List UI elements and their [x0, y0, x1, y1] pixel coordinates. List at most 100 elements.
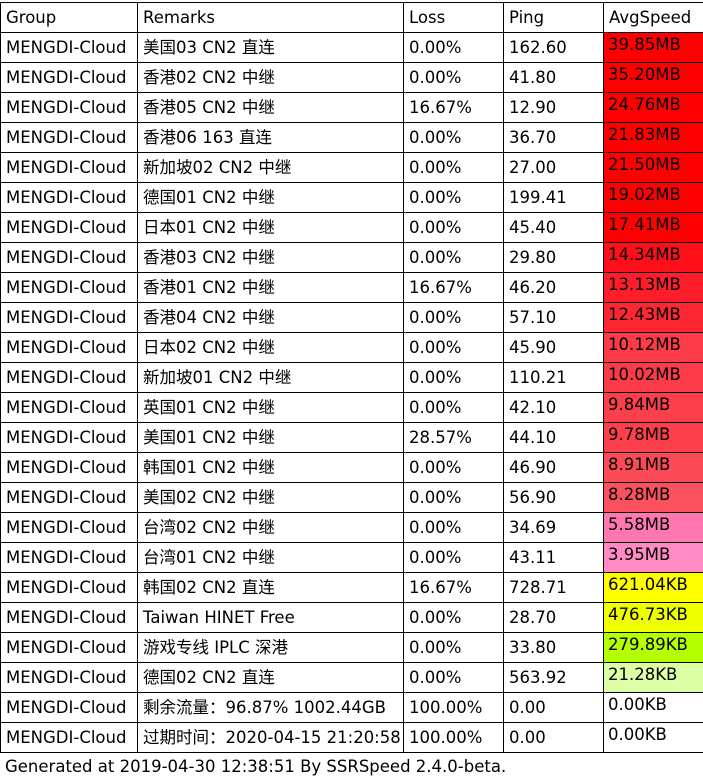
group-cell: MENGDI-Cloud — [0, 152, 138, 183]
avgspeed-cell: 19.02MB — [603, 182, 703, 213]
remarks-cell: Taiwan HINET Free — [137, 602, 404, 633]
remarks-cell: 德国01 CN2 中继 — [137, 182, 404, 213]
group-cell: MENGDI-Cloud — [0, 182, 138, 213]
loss-cell: 0.00% — [403, 242, 504, 273]
avgspeed-cell: 35.20MB — [603, 62, 703, 93]
remarks-cell: 韩国02 CN2 直连 — [137, 572, 404, 603]
table-row: MENGDI-Cloud 韩国02 CN2 直连 16.67% 728.71 621.0… — [0, 572, 703, 603]
loss-cell: 16.67% — [403, 272, 504, 303]
ping-cell: 110.21 — [503, 362, 604, 393]
header-row: Group Remarks Loss Ping AvgSpeed — [0, 2, 703, 33]
group-cell: MENGDI-Cloud — [0, 632, 138, 663]
remarks-cell: 日本01 CN2 中继 — [137, 212, 404, 243]
avgspeed-cell: 5.58MB — [603, 512, 703, 543]
ping-cell: 0.00 — [503, 692, 604, 723]
group-cell: MENGDI-Cloud — [0, 242, 138, 273]
group-cell: MENGDI-Cloud — [0, 602, 138, 633]
avgspeed-cell: 17.41MB — [603, 212, 703, 243]
ping-cell: 43.11 — [503, 542, 604, 573]
remarks-cell: 日本02 CN2 中继 — [137, 332, 404, 363]
avgspeed-cell: 12.43MB — [603, 302, 703, 333]
group-cell: MENGDI-Cloud — [0, 62, 138, 93]
table-row: MENGDI-Cloud 英国01 CN2 中继 0.00% 42.10 9.84MB — [0, 392, 703, 423]
ping-cell: 36.70 — [503, 122, 604, 153]
table-row: MENGDI-Cloud 台湾02 CN2 中继 0.00% 34.69 5.58MB — [0, 512, 703, 543]
loss-cell: 0.00% — [403, 542, 504, 573]
avgspeed-cell: 0.00KB — [603, 692, 703, 723]
header-group: Group — [0, 2, 138, 33]
remarks-cell: 香港05 CN2 中继 — [137, 92, 404, 123]
remarks-cell: 剩余流量：96.87% 1002.44GB — [137, 692, 404, 723]
table-row: MENGDI-Cloud 过期时间：2020-04-15 21:20:58 100.… — [0, 722, 703, 753]
loss-cell: 0.00% — [403, 392, 504, 423]
group-cell: MENGDI-Cloud — [0, 662, 138, 693]
group-cell: MENGDI-Cloud — [0, 212, 138, 243]
ping-cell: 46.90 — [503, 452, 604, 483]
table-row: MENGDI-Cloud 香港01 CN2 中继 16.67% 46.20 13.13M… — [0, 272, 703, 303]
group-cell: MENGDI-Cloud — [0, 272, 138, 303]
group-cell: MENGDI-Cloud — [0, 32, 138, 63]
ping-cell: 57.10 — [503, 302, 604, 333]
loss-cell: 0.00% — [403, 182, 504, 213]
loss-cell: 0.00% — [403, 212, 504, 243]
table-row: MENGDI-Cloud 剩余流量：96.87% 1002.44GB 100.00%… — [0, 692, 703, 723]
loss-cell: 0.00% — [403, 602, 504, 633]
avgspeed-cell: 9.78MB — [603, 422, 703, 453]
avgspeed-cell: 476.73KB — [603, 602, 703, 633]
table-row: MENGDI-Cloud 日本02 CN2 中继 0.00% 45.90 10.12MB — [0, 332, 703, 363]
ping-cell: 34.69 — [503, 512, 604, 543]
remarks-cell: 香港02 CN2 中继 — [137, 62, 404, 93]
table-row: MENGDI-Cloud 美国01 CN2 中继 28.57% 44.10 9.78MB — [0, 422, 703, 453]
avgspeed-cell: 21.83MB — [603, 122, 703, 153]
avgspeed-cell: 10.02MB — [603, 362, 703, 393]
loss-cell: 28.57% — [403, 422, 504, 453]
group-cell: MENGDI-Cloud — [0, 92, 138, 123]
loss-cell: 0.00% — [403, 122, 504, 153]
table-row: MENGDI-Cloud 香港04 CN2 中继 0.00% 57.10 12.43MB — [0, 302, 703, 333]
group-cell: MENGDI-Cloud — [0, 512, 138, 543]
ping-cell: 44.10 — [503, 422, 604, 453]
group-cell: MENGDI-Cloud — [0, 302, 138, 333]
avgspeed-cell: 10.12MB — [603, 332, 703, 363]
loss-cell: 0.00% — [403, 482, 504, 513]
table-row: MENGDI-Cloud 香港03 CN2 中继 0.00% 29.80 14.34MB — [0, 242, 703, 273]
ping-cell: 563.92 — [503, 662, 604, 693]
loss-cell: 0.00% — [403, 362, 504, 393]
remarks-cell: 香港01 CN2 中继 — [137, 272, 404, 303]
remarks-cell: 韩国01 CN2 中继 — [137, 452, 404, 483]
loss-cell: 0.00% — [403, 332, 504, 363]
table-body: MENGDI-Cloud 美国03 CN2 直连 0.00% 162.60 39.85M… — [0, 32, 703, 753]
group-cell: MENGDI-Cloud — [0, 542, 138, 573]
remarks-cell: 美国03 CN2 直连 — [137, 32, 404, 63]
table-row: MENGDI-Cloud Taiwan HINET Free 0.00% 28.70 4… — [0, 602, 703, 633]
group-cell: MENGDI-Cloud — [0, 422, 138, 453]
table-row: MENGDI-Cloud 香港02 CN2 中继 0.00% 41.80 35.20MB — [0, 62, 703, 93]
remarks-cell: 过期时间：2020-04-15 21:20:58 — [137, 722, 404, 753]
loss-cell: 0.00% — [403, 32, 504, 63]
remarks-cell: 香港04 CN2 中继 — [137, 302, 404, 333]
group-cell: MENGDI-Cloud — [0, 722, 138, 753]
loss-cell: 16.67% — [403, 572, 504, 603]
group-cell: MENGDI-Cloud — [0, 122, 138, 153]
ping-cell: 45.90 — [503, 332, 604, 363]
ping-cell: 199.41 — [503, 182, 604, 213]
ping-cell: 56.90 — [503, 482, 604, 513]
group-cell: MENGDI-Cloud — [0, 482, 138, 513]
table-row: MENGDI-Cloud 美国02 CN2 中继 0.00% 56.90 8.28MB — [0, 482, 703, 513]
loss-cell: 0.00% — [403, 632, 504, 663]
table-row: MENGDI-Cloud 日本01 CN2 中继 0.00% 45.40 17.41MB — [0, 212, 703, 243]
avgspeed-cell: 3.95MB — [603, 542, 703, 573]
loss-cell: 100.00% — [403, 692, 504, 723]
avgspeed-cell: 8.91MB — [603, 452, 703, 483]
avgspeed-cell: 279.89KB — [603, 632, 703, 663]
ping-cell: 42.10 — [503, 392, 604, 423]
avgspeed-cell: 8.28MB — [603, 482, 703, 513]
loss-cell: 0.00% — [403, 512, 504, 543]
group-cell: MENGDI-Cloud — [0, 332, 138, 363]
remarks-cell: 新加坡01 CN2 中继 — [137, 362, 404, 393]
avgspeed-cell: 621.04KB — [603, 572, 703, 603]
table-row: MENGDI-Cloud 德国02 CN2 直连 0.00% 563.92 21.28K… — [0, 662, 703, 693]
group-cell: MENGDI-Cloud — [0, 692, 138, 723]
avgspeed-cell: 39.85MB — [603, 32, 703, 63]
ping-cell: 45.40 — [503, 212, 604, 243]
